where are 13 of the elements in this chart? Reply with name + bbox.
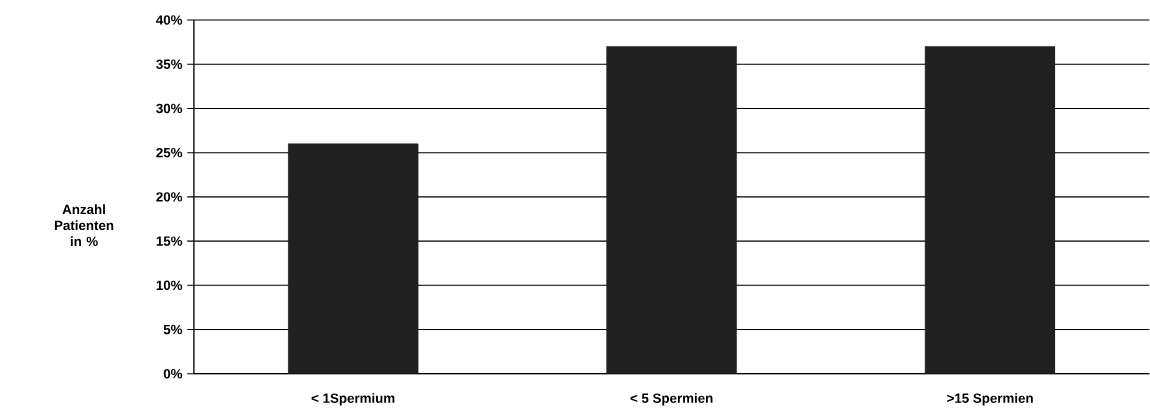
x-tick-label: < 1Spermium [311, 393, 395, 406]
x-tick-label: < 5 Spermien [630, 393, 713, 406]
y-tick-label: 5% [163, 324, 183, 335]
y-tick-label: 10% [156, 280, 183, 291]
y-tick-label: 40% [156, 15, 183, 25]
y-tick-label: 15% [156, 236, 183, 246]
y-axis-title: Anzahl Patienten in % [54, 204, 114, 247]
y-tick-label: 35% [156, 59, 183, 70]
x-tick-label: >15 Spermien [947, 393, 1033, 406]
y-tick-label: 25% [156, 148, 183, 158]
y-tick-label: 30% [156, 103, 183, 114]
y-tick-label: 20% [156, 192, 183, 202]
y-tick-label: 0% [163, 369, 183, 379]
